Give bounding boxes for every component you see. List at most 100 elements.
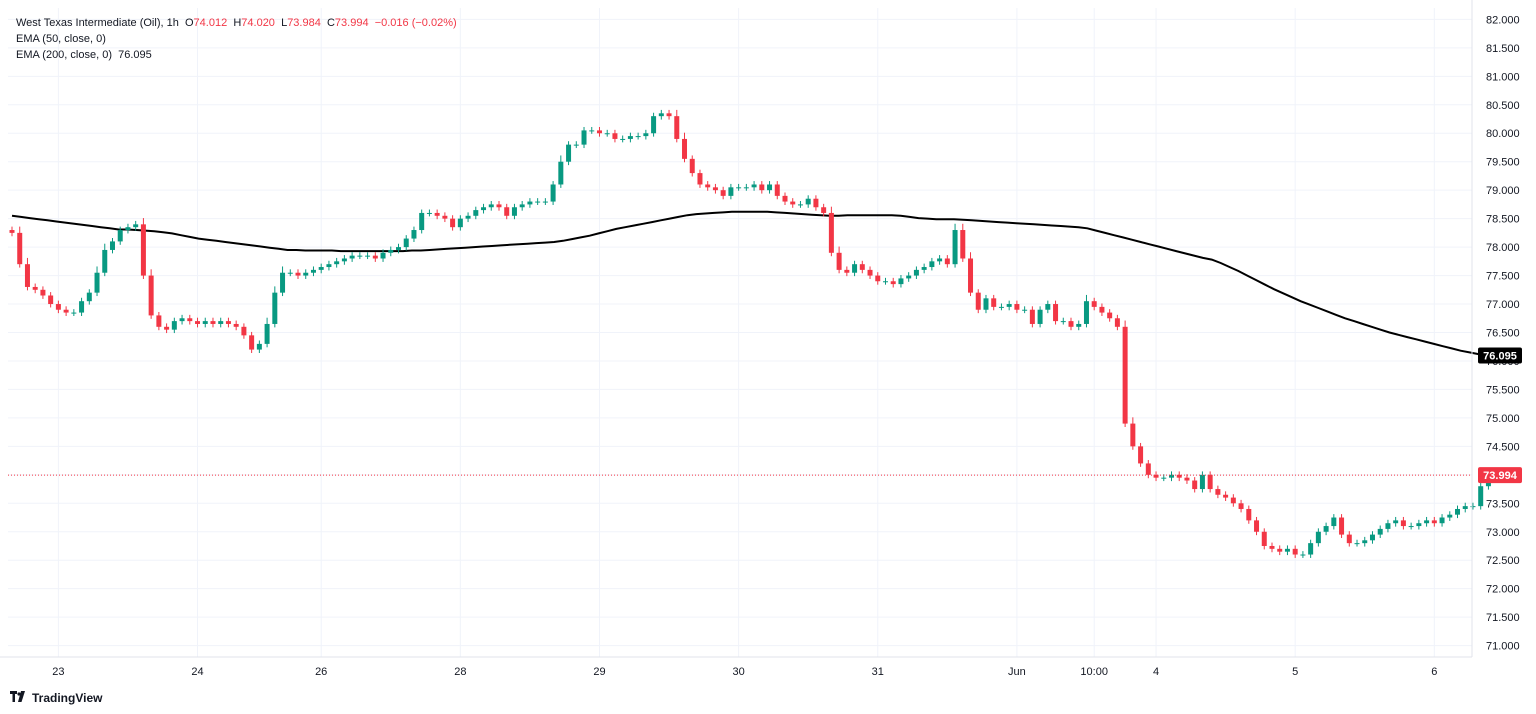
candle-body (481, 207, 487, 211)
candle-body (774, 184, 780, 196)
high-label: H (233, 17, 242, 29)
candle-body (1099, 306, 1105, 313)
candle-body (1284, 548, 1290, 552)
price-tick-label: 76.500 (1486, 328, 1520, 340)
candle-body (1431, 520, 1437, 524)
candle-body (666, 113, 672, 117)
candle-body (620, 138, 626, 140)
candle-body (751, 184, 757, 188)
candle-body (782, 195, 788, 202)
candle-body (566, 144, 572, 162)
time-tick-label: 24 (191, 666, 203, 678)
low-value: 73.984 (287, 17, 321, 29)
candlestick-series (9, 109, 1499, 558)
legend-ema200-row[interactable]: EMA (200, close, 0) 76.095 (16, 47, 457, 63)
candle-body (1238, 503, 1244, 509)
candle-body (952, 230, 958, 265)
candle-body (1223, 494, 1229, 498)
candle-body (1006, 304, 1012, 307)
candle-body (983, 298, 989, 310)
time-tick-label: 23 (52, 666, 64, 678)
candle-body (813, 198, 819, 208)
symbol-name[interactable]: West Texas Intermediate (Oil) (16, 17, 161, 29)
candle-body (496, 204, 502, 208)
candle-body (1184, 477, 1190, 481)
time-tick-label: 28 (454, 666, 466, 678)
candle-body (179, 318, 185, 322)
candle-body (17, 232, 23, 265)
candle-body (1114, 318, 1120, 327)
candle-body (643, 133, 649, 137)
candle-body (1207, 474, 1213, 490)
candle-body (527, 201, 533, 205)
price-tick-label: 73.000 (1486, 527, 1520, 539)
low-label: L (281, 17, 288, 29)
candle-body (968, 258, 974, 293)
candle-body (303, 272, 309, 276)
candle-body (117, 230, 123, 242)
candle-body (875, 275, 881, 282)
candle-body (921, 267, 927, 270)
candle-body (1354, 543, 1360, 545)
candle-body (767, 184, 773, 191)
candle-body (828, 212, 834, 253)
candle-body (1107, 312, 1113, 319)
candle-body (736, 187, 742, 189)
candle-body (913, 269, 919, 276)
price-tick-label: 72.000 (1486, 584, 1520, 596)
price-tick-label: 78.000 (1486, 242, 1520, 254)
candle-body (1362, 540, 1368, 544)
candle-body (280, 272, 286, 293)
ema-200-badge-bg (1478, 347, 1522, 364)
candle-body (9, 230, 15, 233)
candle-body (109, 241, 115, 250)
candle-body (1462, 506, 1468, 509)
ema-200-line (11, 210, 1497, 357)
candle-body (998, 306, 1004, 308)
candle-body (1138, 446, 1144, 464)
candle-body (542, 201, 548, 203)
candle-body (1315, 531, 1321, 544)
candle-body (164, 326, 170, 330)
price-tick-label: 82.000 (1486, 14, 1520, 26)
candle-body (133, 224, 139, 228)
candle-body (256, 343, 262, 350)
candle-body (40, 289, 46, 296)
legend-ema50-row[interactable]: EMA (50, close, 0) (16, 31, 457, 47)
candle-body (1292, 548, 1298, 555)
candle-body (844, 269, 850, 273)
interval-label[interactable]: 1h (166, 17, 179, 29)
chart-grid (8, 8, 1472, 657)
candle-body (1478, 486, 1484, 507)
ema-200-badge-label: 76.095 (1483, 351, 1517, 363)
candle-body (627, 136, 633, 139)
candle-body (187, 318, 193, 322)
candle-body (102, 249, 108, 273)
candle-body (272, 292, 278, 324)
price-tick-label: 81.000 (1486, 71, 1520, 83)
candle-body (465, 215, 471, 219)
candle-body (1215, 489, 1221, 495)
ema50-label: EMA (50, close, 0) (16, 33, 106, 45)
tradingview-brand[interactable]: TradingView (10, 690, 102, 705)
candle-body (1400, 520, 1406, 527)
candle-body (218, 321, 224, 324)
candle-body (898, 278, 904, 285)
candle-body (1230, 497, 1236, 504)
candle-body (195, 321, 201, 324)
last-price-badge-label: 73.994 (1483, 470, 1518, 482)
ema-200-price-badge: 76.095 (1478, 347, 1522, 364)
candle-body (233, 323, 239, 327)
candle-body (349, 255, 355, 259)
candle-body (859, 264, 865, 270)
legend-ohlc-row: West Texas Intermediate (Oil), 1h O74.01… (16, 17, 457, 29)
candle-body (1339, 517, 1345, 535)
ema200-label: EMA (200, close, 0) (16, 49, 112, 61)
price-tick-label: 72.500 (1486, 555, 1520, 567)
time-tick-label: 30 (732, 666, 744, 678)
time-tick-label: 5 (1292, 666, 1298, 678)
candle-body (682, 138, 688, 159)
candle-body (944, 258, 950, 265)
candle-body (1385, 523, 1391, 529)
